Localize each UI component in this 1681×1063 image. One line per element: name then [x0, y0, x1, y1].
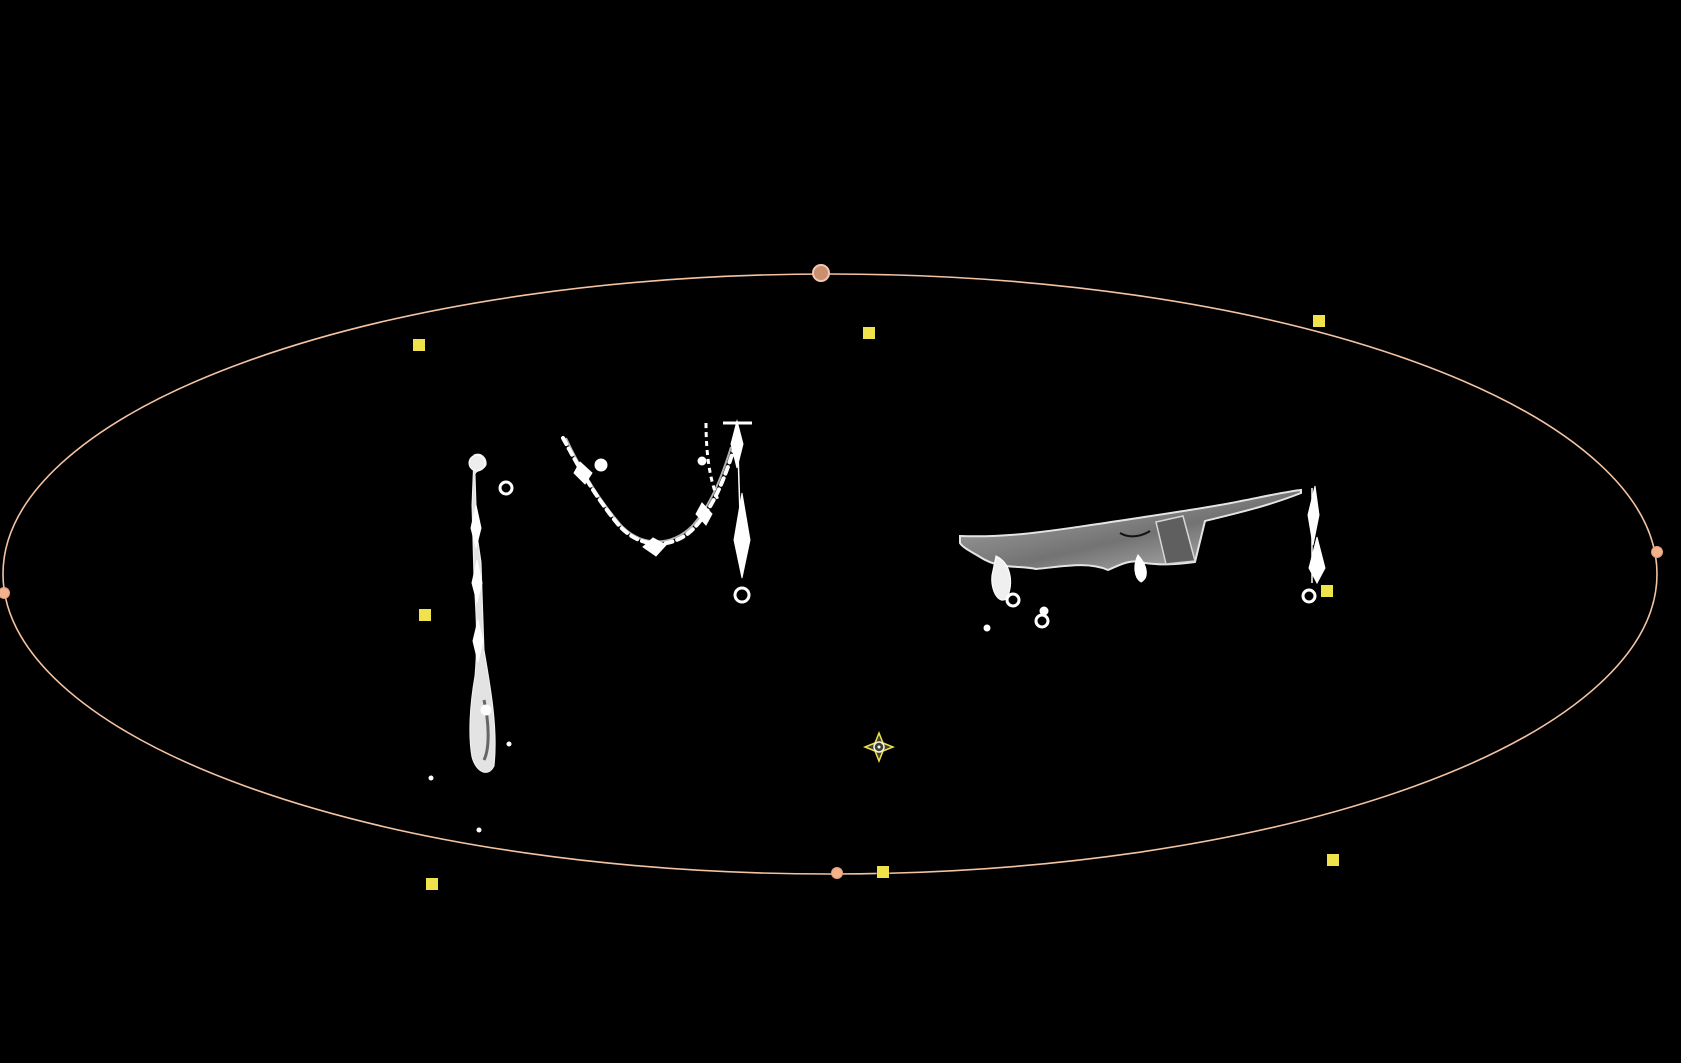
ellipse-left-control-point[interactable] — [0, 587, 10, 599]
handle-bottom-right[interactable] — [1327, 854, 1339, 866]
handle-middle-left[interactable] — [419, 609, 431, 621]
selection-ellipse[interactable] — [2, 273, 1658, 875]
handle-bottom-left[interactable] — [426, 878, 438, 890]
handle-bottom-center[interactable] — [877, 866, 889, 878]
ellipse-top-control-point[interactable] — [812, 264, 830, 282]
handle-middle-right[interactable] — [1321, 585, 1333, 597]
slab-artwork — [959, 485, 1326, 632]
chain-artwork — [561, 419, 752, 604]
handle-top-left[interactable] — [413, 339, 425, 351]
transform-center-icon[interactable] — [862, 730, 896, 764]
handle-top-right[interactable] — [1313, 315, 1325, 327]
handle-top-center[interactable] — [863, 327, 875, 339]
ellipse-bottom-control-point[interactable] — [831, 867, 843, 879]
ellipse-right-control-point[interactable] — [1651, 546, 1663, 558]
drip-artwork-left — [428, 453, 514, 833]
